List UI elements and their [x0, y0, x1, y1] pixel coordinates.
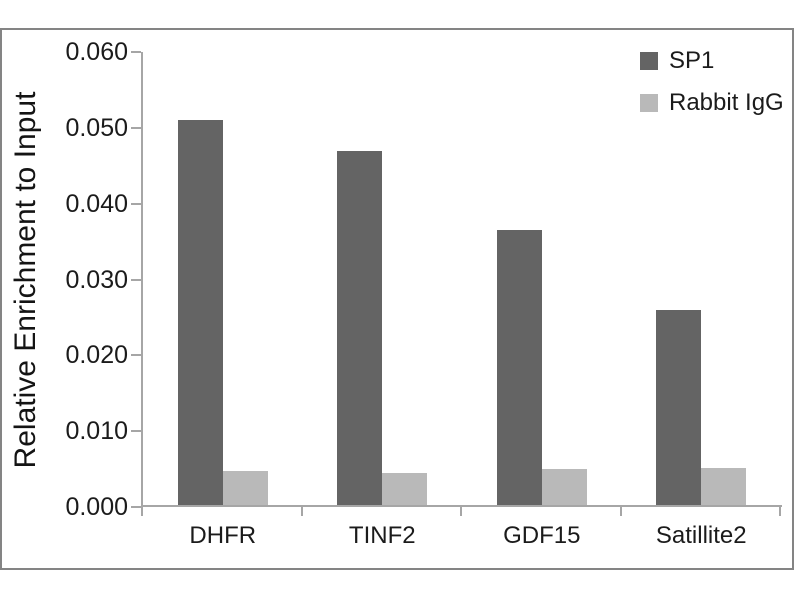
y-axis-tick — [131, 506, 141, 508]
legend-swatch-sp1 — [640, 52, 658, 70]
y-axis-tick-label: 0.030 — [65, 265, 128, 294]
x-axis — [141, 505, 782, 507]
y-axis-tick-label: 0.010 — [65, 417, 128, 446]
y-axis-tick-label: 0.040 — [65, 189, 128, 218]
y-axis — [141, 52, 143, 516]
legend-swatch-rabbit-igg — [640, 94, 658, 112]
y-axis-tick-label: 0.000 — [65, 493, 128, 521]
x-axis-category-label: Satillite2 — [655, 522, 747, 549]
bar-sp1-tinf2 — [337, 150, 383, 507]
x-axis-tick — [619, 507, 622, 516]
bar-sp1-dhfr — [177, 120, 223, 507]
bar-rabbit-igg-satillite2 — [701, 467, 747, 507]
x-axis-category-label: TINF2 — [348, 522, 416, 549]
x-axis-tick — [300, 507, 303, 516]
bar-rabbit-igg-gdf15 — [541, 469, 587, 507]
bar-sp1-gdf15 — [496, 230, 542, 507]
y-axis-tick — [131, 126, 141, 129]
bar-sp1-satillite2 — [656, 309, 702, 507]
x-axis-tick — [779, 507, 781, 516]
bar-rabbit-igg-tinf2 — [382, 472, 428, 507]
x-axis-category-label: DHFR — [189, 522, 257, 549]
y-axis-tick-label: 0.020 — [65, 341, 128, 370]
x-axis-tick — [460, 507, 462, 516]
y-axis-tick — [131, 202, 141, 205]
y-axis-tick — [131, 430, 141, 433]
legend-item-rabbit-igg: Rabbit IgG — [640, 91, 784, 115]
y-axis-tick — [131, 51, 141, 53]
legend-label-sp1: SP1 — [669, 47, 715, 74]
y-axis-tick-label: 0.060 — [65, 38, 128, 66]
y-axis-tick-label: 0.050 — [65, 113, 128, 142]
y-axis-tick — [131, 278, 141, 281]
x-axis-tick — [141, 507, 143, 516]
bar-rabbit-igg-dhfr — [222, 470, 268, 507]
legend-item-sp1: SP1 — [640, 49, 714, 73]
legend-label-rabbit-igg: Rabbit IgG — [669, 89, 784, 116]
x-axis-category-label: GDF15 — [503, 522, 581, 549]
y-axis-tick — [131, 354, 141, 357]
